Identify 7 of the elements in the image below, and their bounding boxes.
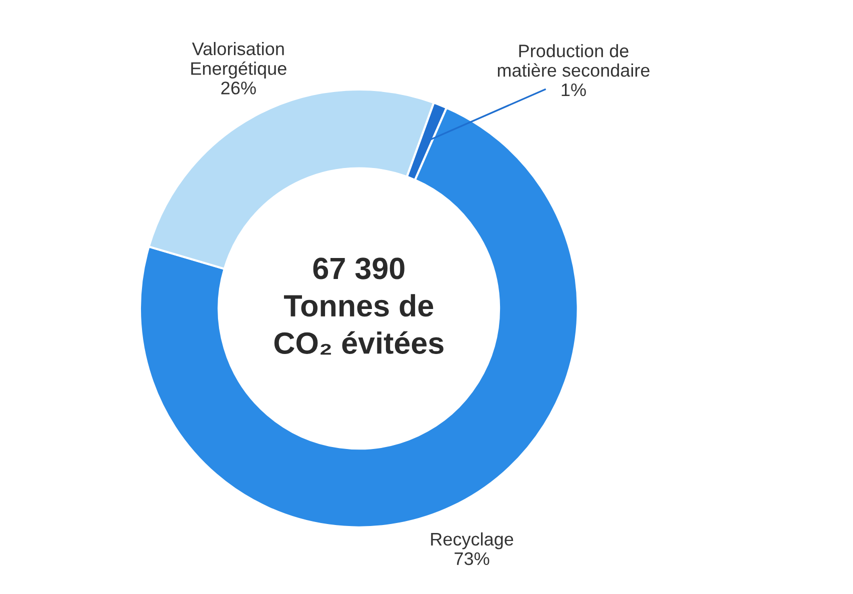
data-label: 26% xyxy=(221,82,256,94)
data-label: 1% xyxy=(562,84,586,96)
data-label: 73% xyxy=(454,552,490,566)
slice-label: Valorisation Energétique xyxy=(191,42,286,79)
slice-label: Recyclage xyxy=(431,532,514,550)
text: 67 390 Tonnes de CO₂ évitées xyxy=(274,258,444,355)
slice-label: Production de matière secondaire xyxy=(498,44,650,77)
